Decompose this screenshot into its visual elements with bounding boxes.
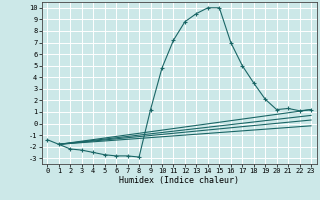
X-axis label: Humidex (Indice chaleur): Humidex (Indice chaleur) <box>119 176 239 185</box>
